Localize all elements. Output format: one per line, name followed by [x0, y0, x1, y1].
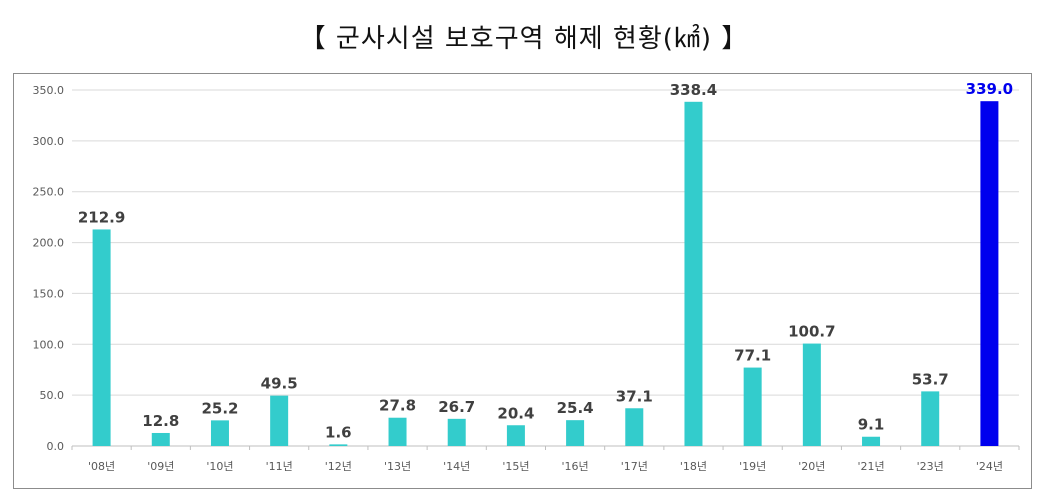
- data-label: 27.8: [379, 397, 416, 415]
- data-label: 26.7: [438, 398, 475, 416]
- data-label: 77.1: [734, 347, 771, 365]
- x-tick-label: '10년: [206, 460, 233, 473]
- data-label: 25.2: [201, 399, 238, 417]
- bar: [447, 418, 466, 446]
- x-tick-label: '17년: [621, 460, 648, 473]
- bar: [151, 432, 170, 446]
- y-tick-label: 100.0: [33, 338, 65, 351]
- data-label: 338.4: [670, 81, 717, 99]
- x-tick-label: '20년: [798, 460, 825, 473]
- data-label: 37.1: [616, 387, 653, 405]
- data-label: 20.4: [497, 404, 534, 422]
- y-tick-label: 200.0: [33, 237, 65, 250]
- x-tick-label: '23년: [917, 460, 944, 473]
- bar: [329, 444, 348, 446]
- x-tick-label: '24년: [976, 460, 1003, 473]
- x-tick-label: '13년: [384, 460, 411, 473]
- chart-frame: 0.0 50.0 100.0 150.0 200.0 250.0 300.0 350.0 212…: [13, 73, 1032, 489]
- data-label: 339.0: [966, 80, 1013, 98]
- bar-chart: 0.0 50.0 100.0 150.0 200.0 250.0 300.0 350.0 212…: [33, 80, 1020, 473]
- data-label: 53.7: [912, 370, 949, 388]
- x-tick-label: '09년: [147, 460, 174, 473]
- data-label: 9.1: [858, 416, 885, 434]
- data-label: 12.8: [142, 412, 179, 430]
- y-tick-label: 150.0: [33, 287, 65, 300]
- y-tick-label: 250.0: [33, 186, 65, 199]
- data-label: 212.9: [78, 208, 125, 226]
- x-tick-label: '08년: [88, 460, 115, 473]
- y-tick-label: 300.0: [33, 135, 65, 148]
- y-tick-label: 0.0: [47, 440, 65, 453]
- bar: [921, 391, 940, 446]
- x-tick-label: '21년: [857, 460, 884, 473]
- bar: [210, 420, 229, 446]
- data-label: 100.7: [788, 323, 835, 341]
- bar: [506, 425, 525, 446]
- bar: [92, 229, 111, 446]
- chart-title: 【 군사시설 보호구역 해제 현황(㎢) 】: [299, 24, 749, 54]
- bar: [684, 101, 703, 446]
- bar: [743, 367, 762, 446]
- y-tick-label: 50.0: [40, 389, 65, 402]
- bar: [625, 408, 644, 446]
- bar: [980, 101, 999, 446]
- x-tick-label: '15년: [502, 460, 529, 473]
- y-tick-label: 350.0: [33, 84, 65, 97]
- x-tick-label: '11년: [266, 460, 293, 473]
- x-tick-label: '16년: [562, 460, 589, 473]
- x-tick-label: '19년: [739, 460, 766, 473]
- bar: [862, 436, 881, 446]
- data-label: 1.6: [325, 423, 352, 441]
- data-label: 25.4: [557, 399, 594, 417]
- bar: [270, 395, 289, 446]
- x-tick-label: '14년: [443, 460, 470, 473]
- bar: [566, 420, 585, 446]
- data-label: 49.5: [261, 375, 298, 393]
- bar: [388, 417, 407, 446]
- bar: [802, 343, 821, 446]
- x-tick-label: '12년: [325, 460, 352, 473]
- x-tick-label: '18년: [680, 460, 707, 473]
